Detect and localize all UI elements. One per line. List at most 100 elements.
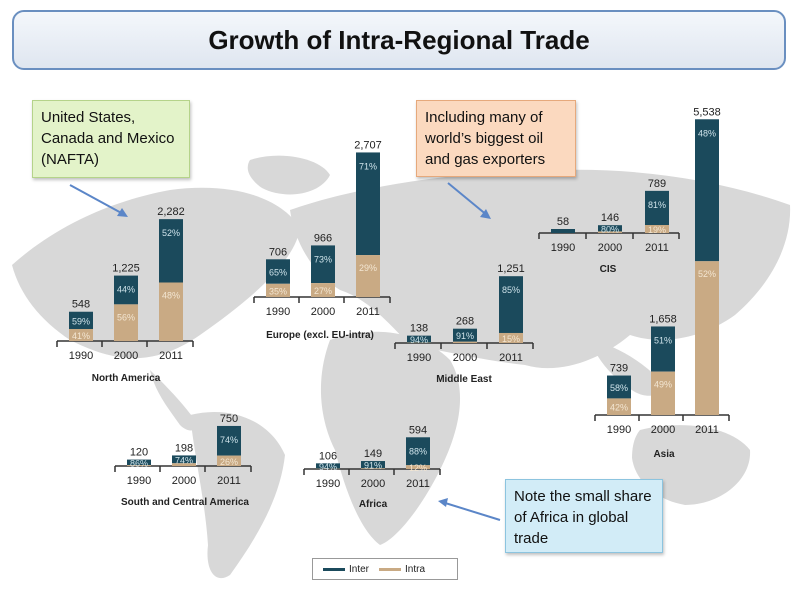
year-tick-label: 1990: [607, 424, 631, 436]
intra-pct-label: 15%: [502, 334, 520, 344]
bar-inter: [499, 276, 523, 333]
bar-intra: [406, 465, 430, 469]
region-label: Middle East: [436, 374, 492, 385]
inter-pct-label: 94%: [410, 335, 428, 345]
bar-inter: [217, 425, 241, 456]
bar-inter: [127, 459, 151, 466]
year-tick-label: 1990: [407, 352, 431, 364]
total-value-label: 106: [319, 450, 337, 462]
arrow-nafta-head: [117, 208, 128, 217]
arrow-oil-head: [480, 209, 491, 219]
bar-inter: [172, 455, 196, 464]
year-tick-label: 2000: [361, 478, 385, 490]
inter-pct-label: 58%: [610, 383, 628, 393]
inter-pct-label: 85%: [502, 285, 520, 295]
inter-pct-label: 91%: [364, 461, 382, 471]
bar-intra: [695, 261, 719, 415]
legend-intra-label: Intra: [405, 563, 426, 575]
bar-intra: [172, 463, 196, 466]
total-value-label: 706: [269, 246, 287, 258]
intra-pct-label: 27%: [314, 286, 332, 296]
total-value-label: 1,225: [112, 263, 140, 275]
bar-inter: [645, 190, 669, 225]
total-value-label: 966: [314, 232, 332, 244]
year-tick-label: 1990: [316, 478, 340, 490]
intra-pct-label: 48%: [162, 291, 180, 301]
inter-pct-label: 91%: [456, 331, 474, 341]
total-value-label: 146: [601, 212, 619, 224]
total-value-label: 2,282: [157, 206, 185, 218]
bar-intra: [453, 341, 477, 343]
total-value-label: 2,707: [354, 139, 382, 151]
year-tick-label: 2000: [311, 306, 335, 318]
bar-intra: [499, 332, 523, 343]
legend-inter-swatch: [323, 567, 345, 571]
region-label: Africa: [359, 499, 388, 510]
arrow-africa: [441, 501, 501, 521]
year-tick-label: 2011: [645, 242, 669, 254]
intra-pct-label: 56%: [117, 312, 135, 322]
regional-bar-charts: 548 59% 41% 1990 1,225 44% 56% 2000 2,282 52% 48% 2…: [56, 106, 730, 510]
year-tick-label: 2000: [651, 424, 675, 436]
intra-pct-label: 29%: [359, 263, 377, 273]
total-value-label: 789: [648, 178, 666, 190]
total-value-label: 750: [220, 413, 238, 425]
total-value-label: 739: [610, 363, 628, 375]
total-value-label: 548: [72, 299, 90, 311]
bar-intra: [598, 231, 622, 233]
inter-pct-label: 52%: [162, 228, 180, 238]
year-tick-label: 2011: [499, 352, 523, 364]
bar-inter: [695, 119, 719, 262]
region-label: CIS: [600, 264, 617, 275]
year-tick-label: 2011: [695, 424, 719, 436]
landmass-central-america: [150, 370, 197, 431]
page-title: Growth of Intra-Regional Trade: [208, 24, 590, 55]
arrow-oil: [447, 182, 489, 217]
region-label: Europe (excl. EU-intra): [266, 330, 374, 341]
bar-inter: [114, 275, 138, 305]
region-chart-4: 739 58% 42% 1990 1,658 51% 49% 2000 5,538 48% 52% 2…: [594, 106, 730, 460]
bar-intra: [361, 468, 385, 469]
bar-intra: [69, 329, 93, 341]
arrow-africa-head: [438, 498, 448, 507]
inter-pct-label: 51%: [654, 335, 672, 345]
landmass-north-america: [12, 187, 300, 359]
total-value-label: 594: [409, 424, 427, 436]
total-value-label: 1,658: [649, 313, 677, 325]
legend-inter-label: Inter: [349, 563, 370, 575]
bar-inter: [316, 463, 340, 469]
landmass-southeast-asia: [590, 340, 661, 396]
inter-pct-label: 74%: [175, 455, 193, 465]
inter-pct-label: 86%: [130, 458, 148, 468]
total-value-label: 198: [175, 442, 193, 454]
callout-nafta: United States, Canada and Mexico (NAFTA): [32, 100, 190, 178]
bar-inter: [407, 335, 431, 343]
year-tick-label: 2000: [598, 242, 622, 254]
bar-inter: [159, 219, 183, 283]
title-banner: Growth of Intra-Regional Trade: [12, 10, 786, 70]
year-tick-label: 1990: [551, 242, 575, 254]
bar-inter: [551, 229, 575, 233]
year-tick-label: 1990: [266, 306, 290, 318]
year-tick-label: 2011: [159, 350, 183, 362]
bar-intra: [266, 283, 290, 297]
total-value-label: 149: [364, 448, 382, 460]
intra-pct-label: 19%: [648, 225, 666, 235]
total-value-label: 268: [456, 316, 474, 328]
inter-pct-label: 44%: [117, 285, 135, 295]
bar-inter: [406, 437, 430, 466]
inter-pct-label: 73%: [314, 254, 332, 264]
inter-pct-label: 71%: [359, 161, 377, 171]
year-tick-label: 2000: [114, 350, 138, 362]
inter-pct-label: 65%: [269, 268, 287, 278]
bar-intra: [159, 282, 183, 341]
year-tick-label: 2011: [217, 475, 241, 487]
year-tick-label: 2011: [356, 306, 380, 318]
region-chart-1: 706 65% 35% 1990 966 73% 27% 2000 2,707 71% 29% 201…: [253, 139, 391, 341]
inter-pct-label: 94%: [319, 462, 337, 472]
year-tick-label: 2011: [406, 478, 430, 490]
region-label: Asia: [653, 449, 675, 460]
